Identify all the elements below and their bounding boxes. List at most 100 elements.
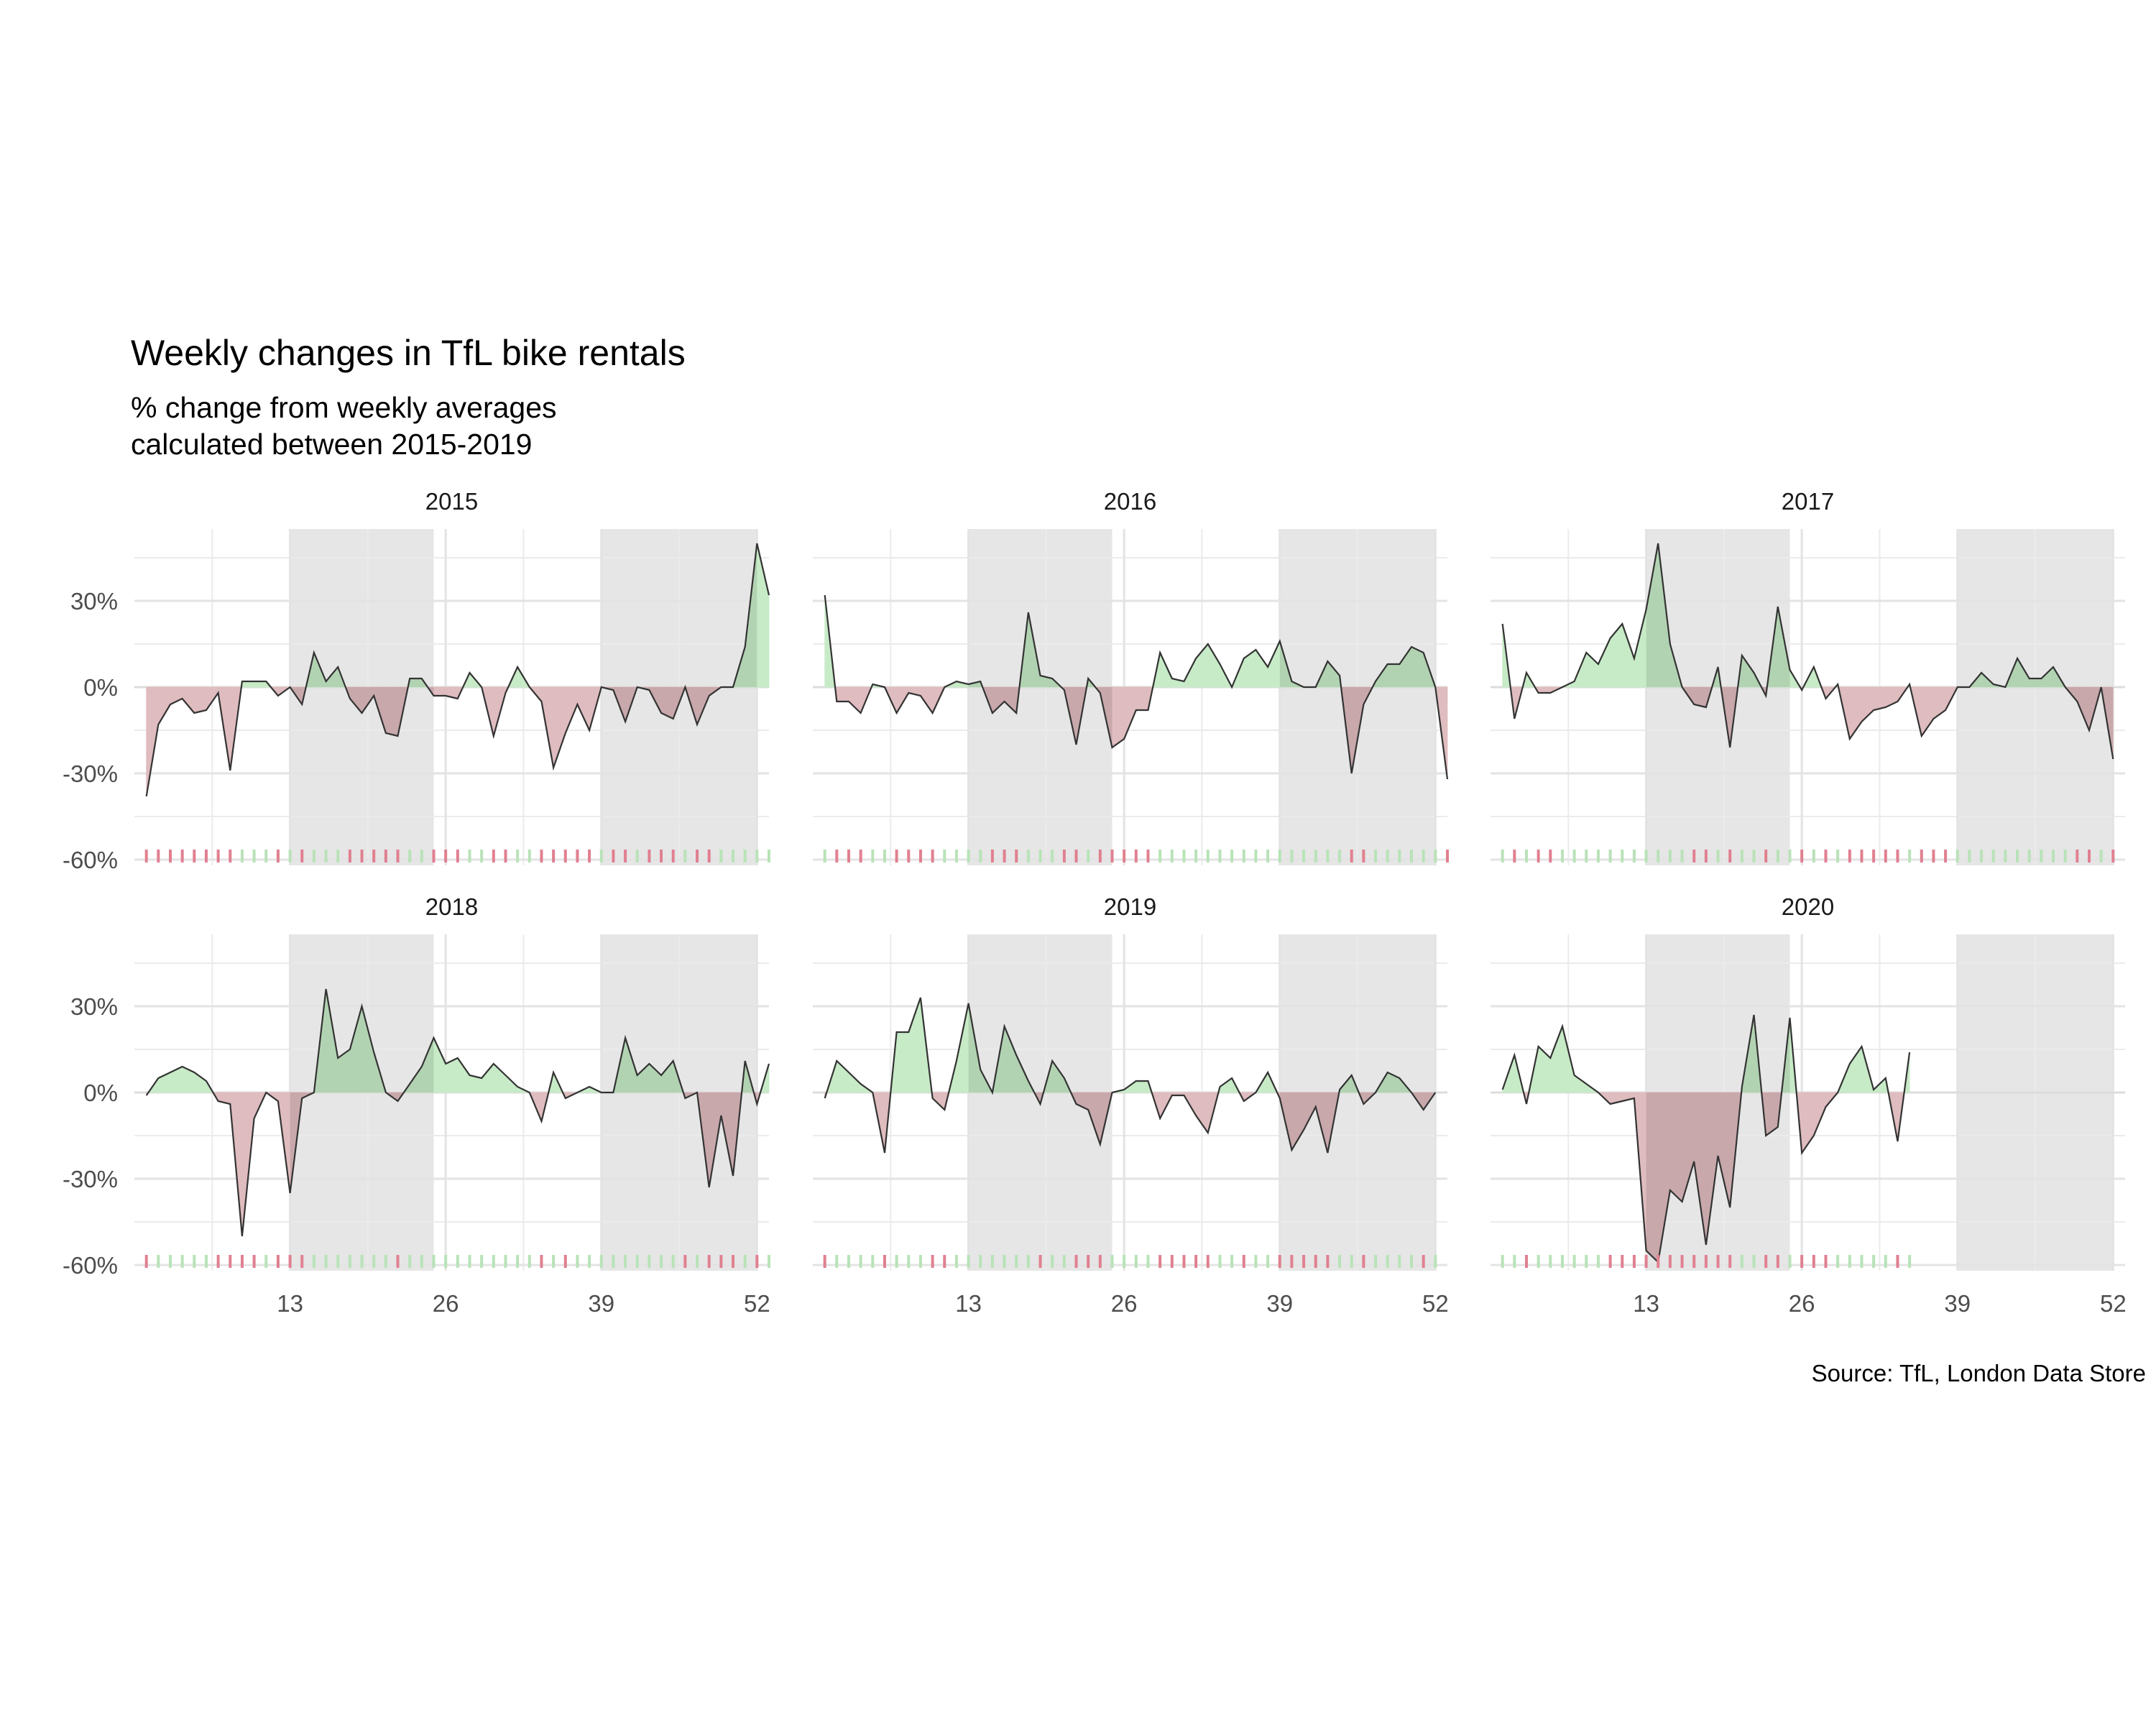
shaded-area-overlay [1376,664,1388,687]
area-segment [1549,1026,1563,1093]
x-tick-label: 52 [2100,1290,2127,1317]
x-tick-label: 52 [744,1290,770,1317]
x-tick-label: 13 [1633,1290,1659,1317]
panel-2020: 2020 13 26 39 52 [1491,893,2127,1317]
series-line [824,997,1437,1154]
area-segment [1538,1046,1551,1093]
y-tick-label: 30% [70,993,118,1020]
area-segment [1135,686,1148,711]
shaded-area-overlay [338,1049,350,1092]
area-segment [756,543,770,688]
strip-label: 2016 [1104,488,1156,515]
strip-label: 2015 [425,488,478,515]
x-tick-label: 39 [1944,1290,1971,1317]
area-segment [1112,686,1125,748]
shaded-area-overlay [1399,647,1411,687]
strip-label: 2019 [1104,893,1156,920]
shaded-area-overlay [326,989,338,1092]
panel-2017: 2017 [1491,488,2125,865]
area-segment [1574,1075,1587,1093]
series-line [824,594,1449,780]
area-segment [157,686,171,726]
shaded-area-overlay [1658,543,1670,687]
shaded-area-overlay [1741,656,1754,687]
x-tick-label: 13 [955,1290,982,1317]
series-line [145,543,770,797]
shaded-area-overlay [697,687,709,724]
y-tick-label: -30% [63,760,118,787]
shaded-area-overlay [2017,658,2030,687]
x-tick-label: 26 [1111,1290,1138,1317]
shaded-area-overlay [1705,1092,1718,1245]
shaded-area-overlay [1694,687,1706,707]
area-segment [553,686,566,768]
shaded-area-overlay [968,1003,981,1092]
x-tick-label: 39 [1266,1290,1293,1317]
area-segment [1256,648,1268,688]
shaded-area-overlay [1304,1092,1316,1130]
panel-2016: 2016 [813,488,1449,865]
chart-title: Weekly changes in TfL bike rentals [131,333,686,373]
y-tick-label: -60% [63,1252,118,1279]
strip-label: 2018 [425,893,478,920]
area-segment [170,1066,183,1093]
series-line [1501,1014,1911,1264]
area-segment [433,686,446,696]
area-segment [193,1072,207,1093]
shaded-area-overlay [1016,1055,1028,1092]
shaded-area-overlay [1088,1092,1100,1144]
area-segment [908,997,921,1093]
area-segment [433,1037,446,1093]
area-segment [1849,1045,1862,1093]
shaded-area-overlay [1411,647,1424,687]
shaded-area-overlay [349,1006,362,1092]
shaded-area-overlay [421,1038,434,1092]
shaded-area-overlay [1718,1092,1731,1208]
area-segment [182,1066,195,1093]
y-tick-label: -30% [63,1166,118,1192]
shaded-area-overlay [1682,1092,1695,1202]
shaded-area-overlay [992,687,1005,713]
strip-label: 2017 [1782,488,1834,515]
shaded-area-overlay [661,1061,673,1092]
shaded-area-overlay [1315,1092,1328,1153]
shaded-area-overlay [661,687,673,719]
shaded-area-overlay [410,1067,422,1092]
area-segment [1243,649,1256,688]
x-tick-label: 52 [1422,1290,1449,1317]
shaded-area-overlay [721,1092,733,1176]
area-segment [1598,638,1611,688]
shaded-area-overlay [637,1064,650,1092]
panel-2019: 2019 13 26 39 52 [813,893,1449,1317]
series-line [145,988,770,1237]
area-segment [1813,1092,1826,1136]
area-segment [146,686,159,797]
area-segment [193,686,207,714]
y-tick-label: -60% [63,847,118,873]
shaded-area-overlay [361,687,374,713]
area-segment [254,681,267,688]
x-tick-label: 26 [433,1290,459,1317]
area-segment [481,1062,494,1093]
shaded-area-overlay [2029,678,2042,687]
shaded-area-overlay [1766,1092,1778,1136]
chart-subtitle: % change from weekly averages calculated… [131,391,557,461]
shaded-area-overlay [361,1006,374,1092]
area-segment [1610,622,1623,688]
area-segment [493,1063,506,1093]
area-segment [1135,1080,1148,1093]
shaded-area-overlay [1327,661,1340,687]
shaded-area-overlay [385,687,398,736]
shaded-area-overlay [649,1064,662,1092]
shaded-area-overlay [1291,1092,1304,1150]
shaded-area-overlay [1669,1092,1682,1202]
area-segment [1207,643,1220,688]
shaded-area-overlay [1694,1092,1706,1245]
x-tick-label: 26 [1789,1290,1815,1317]
shaded-area-overlay [1777,607,1790,687]
area-segment [241,681,255,688]
y-tick-label: 0% [83,674,118,701]
source-caption: Source: TfL, London Data Store [1811,1360,2146,1386]
area-segment [896,1031,909,1093]
